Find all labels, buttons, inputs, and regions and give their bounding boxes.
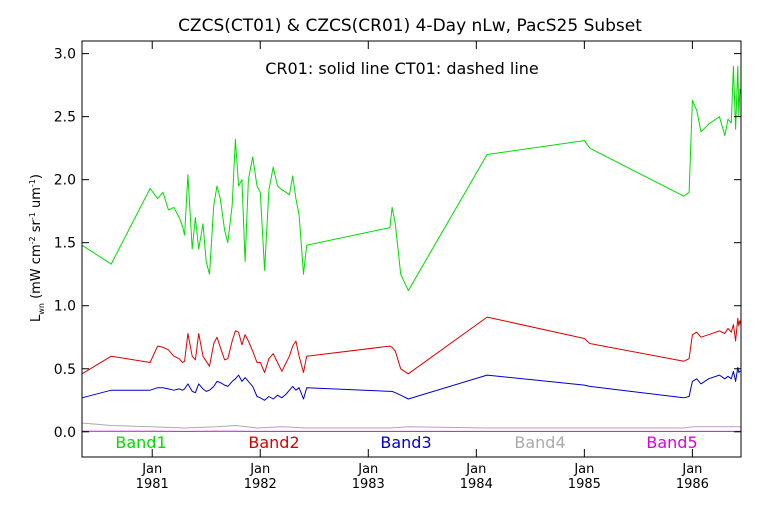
x-tick-month-4: Jan	[573, 462, 594, 477]
x-tick-month-2: Jan	[357, 462, 378, 477]
legend-item-band1: Band1	[115, 433, 166, 452]
x-tick-year-0: 1981	[136, 477, 169, 492]
legend: Band1 Band2 Band3 Band4 Band5	[115, 433, 697, 452]
y-tick-label-6: 3.0	[54, 47, 76, 63]
series-line-band1	[81, 65, 742, 292]
x-tick-month-0: Jan	[141, 462, 162, 477]
x-tick-year-2: 1983	[352, 477, 385, 492]
plot-frame	[81, 40, 742, 458]
y-axis-label-unit-mid1: sr	[29, 220, 44, 237]
x-tick-year-1: 1982	[244, 477, 277, 492]
series-line-band2	[81, 316, 742, 375]
y-axis: 0.0 0.5 1.0 1.5 2.0 2.5 3.0	[54, 47, 741, 441]
legend-item-band3: Band3	[380, 433, 431, 452]
chart-title: CZCS(CT01) & CZCS(CR01) 4-Day nLw, PacS2…	[178, 16, 642, 36]
y-tick-label-5: 2.5	[54, 110, 76, 126]
y-tick-label-2: 1.0	[54, 299, 76, 315]
x-tick-year-5: 1986	[676, 477, 709, 492]
series-layer	[81, 65, 742, 432]
legend-item-band4: Band4	[514, 433, 565, 452]
x-tick-month-1: Jan	[249, 462, 270, 477]
x-tick-month-5: Jan	[681, 462, 702, 477]
y-axis-label-unit-mid2: um	[29, 187, 44, 212]
x-tick-month-3: Jan	[465, 462, 486, 477]
y-tick-label-0: 0.0	[54, 425, 76, 441]
y-axis-label-exp2: -1	[28, 212, 37, 220]
y-axis-label-exp1: -2	[28, 236, 37, 244]
x-tick-year-3: 1984	[460, 477, 493, 492]
series-line-band3	[81, 367, 741, 401]
y-axis-label: Lwn (mW cm-2 sr-1 um-1)	[28, 174, 46, 322]
x-tick-year-4: 1985	[568, 477, 601, 492]
series-line-band4	[81, 422, 741, 429]
y-axis-label-unit-close: )	[29, 174, 44, 179]
y-tick-label-3: 1.5	[54, 236, 76, 252]
legend-item-band5: Band5	[646, 433, 697, 452]
y-axis-label-exp3: -1	[28, 179, 37, 187]
chart-annotation: CR01: solid line CT01: dashed line	[265, 59, 539, 78]
x-axis: Jan1981Jan1982Jan1983Jan1984Jan1985Jan19…	[136, 41, 709, 492]
y-axis-label-unit-open: (mW cm	[29, 244, 44, 303]
y-axis-label-base: L	[29, 314, 44, 322]
y-tick-label-4: 2.0	[54, 173, 76, 189]
legend-item-band2: Band2	[248, 433, 299, 452]
y-tick-label-1: 0.5	[54, 362, 76, 378]
y-axis-label-sub: wn	[37, 303, 46, 315]
